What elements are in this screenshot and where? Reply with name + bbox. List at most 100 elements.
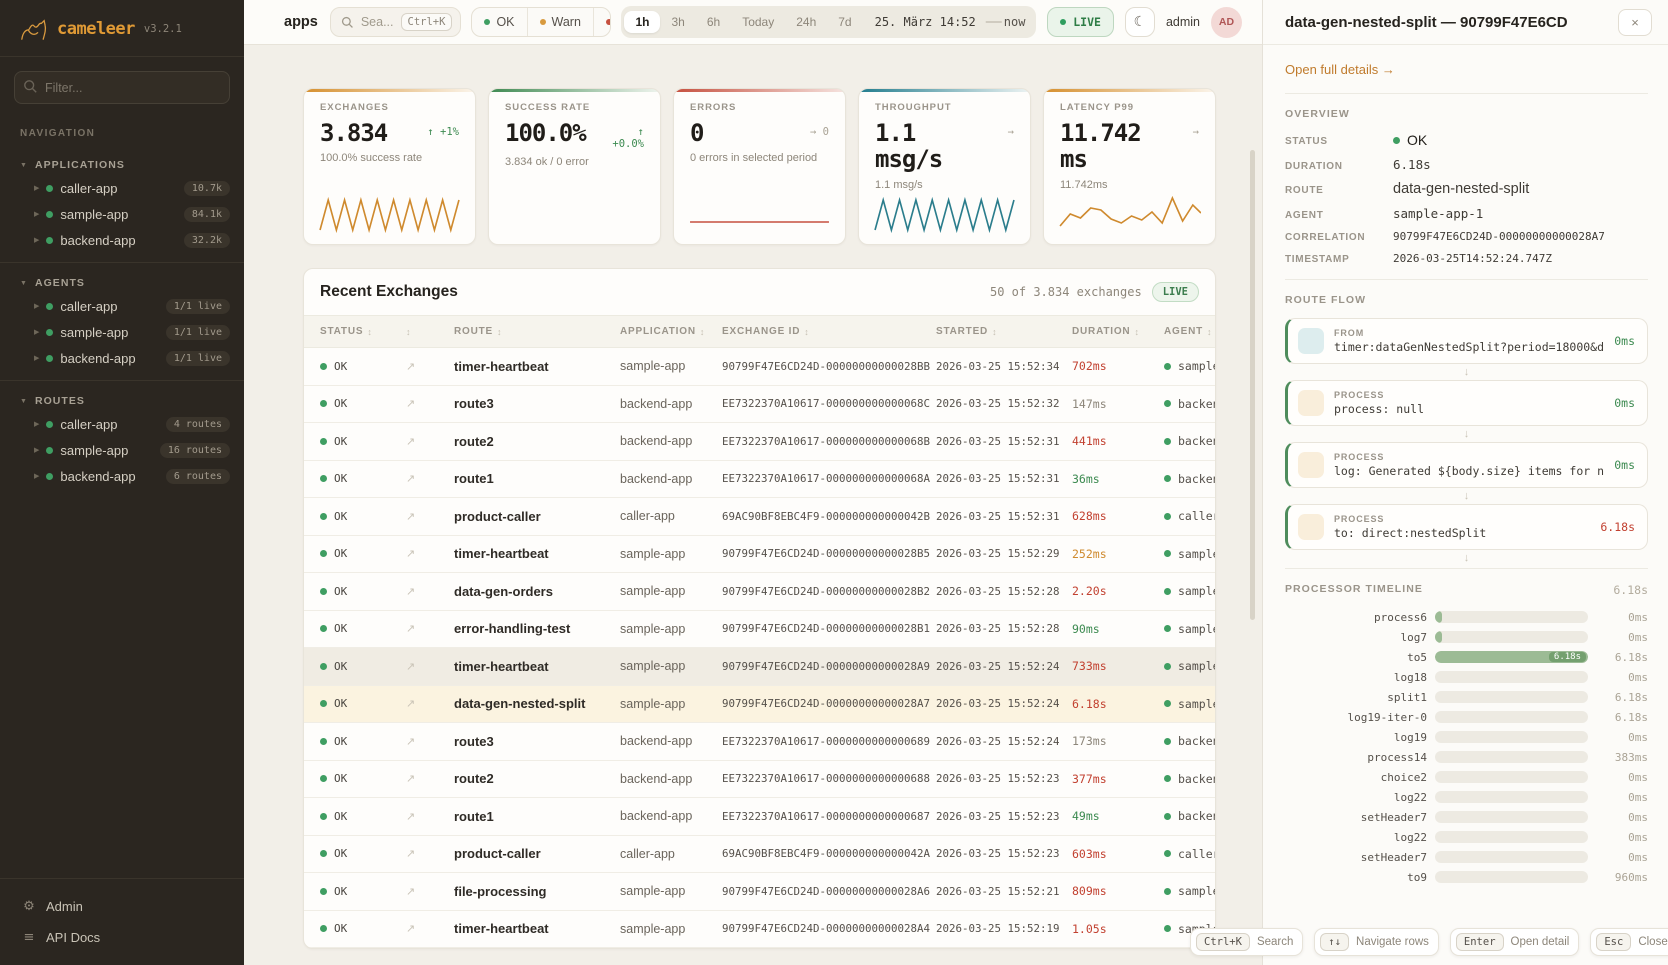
flow-step[interactable]: PROCESS log: Generated ${body.size} item…: [1285, 442, 1648, 488]
sidebar-item-application[interactable]: ▶ caller-app 10.7k: [0, 175, 244, 201]
external-link-icon[interactable]: ↗: [406, 623, 416, 636]
flow-step[interactable]: PROCESS to: direct:nestedSplit 6.18s: [1285, 504, 1648, 550]
sidebar-item-application[interactable]: ▶ backend-app 32.2k: [0, 227, 244, 253]
column-header-application[interactable]: APPLICATION ↕: [620, 326, 706, 337]
sidebar-item-agent[interactable]: ▶ backend-app 1/1 live: [0, 345, 244, 371]
status-dot: [46, 210, 54, 218]
dark-mode-toggle[interactable]: ☾: [1124, 7, 1155, 37]
table-row[interactable]: OK ↗ data-gen-orders sample-app 90799F47…: [304, 573, 1215, 611]
route-cell: product-caller: [454, 846, 541, 862]
sidebar-item-admin[interactable]: ⚙ Admin: [0, 891, 244, 922]
table-row[interactable]: OK ↗ error-handling-test sample-app 9079…: [304, 611, 1215, 648]
external-link-icon[interactable]: ↗: [406, 548, 416, 561]
group-header-applications[interactable]: ▼ APPLICATIONS: [0, 155, 244, 175]
processor-name: log22: [1393, 790, 1427, 804]
external-link-icon[interactable]: ↗: [406, 473, 416, 486]
field-label: AGENT: [1285, 210, 1324, 221]
table-row[interactable]: OK ↗ route1 backend-app EE7322370A10617-…: [304, 461, 1215, 498]
external-link-icon[interactable]: ↗: [406, 848, 416, 861]
timeline-track: [1435, 691, 1588, 703]
table-row[interactable]: OK ↗ file-processing sample-app 90799F47…: [304, 873, 1215, 911]
close-icon[interactable]: ×: [1618, 8, 1652, 36]
sidebar-item-route[interactable]: ▶ backend-app 6 routes: [0, 463, 244, 489]
range-date[interactable]: 25. März 14:52: [874, 15, 976, 29]
main-scrollbar[interactable]: [1250, 150, 1255, 620]
flow-step-wrap: PROCESS log: Generated ${body.size} item…: [1285, 442, 1648, 504]
open-full-details-link[interactable]: Open full details →: [1285, 62, 1395, 77]
live-toggle-button[interactable]: LIVE: [1047, 7, 1114, 37]
duration-cell: 36ms: [1072, 471, 1100, 486]
status-filter[interactable]: Warn: [528, 8, 594, 36]
agent-cell: sample: [1164, 584, 1215, 598]
flow-step[interactable]: PROCESS process: null 0ms: [1285, 380, 1648, 426]
search-input[interactable]: Sea... Ctrl+K: [329, 7, 462, 37]
external-link-icon[interactable]: ↗: [406, 660, 416, 673]
timeline-row: log22 0ms: [1285, 827, 1648, 847]
table-row[interactable]: OK ↗ data-gen-nested-split sample-app 90…: [304, 685, 1215, 723]
external-link-icon[interactable]: ↗: [406, 773, 416, 786]
range-button[interactable]: 1h: [624, 11, 661, 33]
table-row[interactable]: OK ↗ product-caller caller-app 69AC90BF8…: [304, 836, 1215, 873]
range-button[interactable]: Today: [742, 15, 775, 29]
agent-cell: backen: [1164, 397, 1215, 411]
step-type: FROM: [1334, 328, 1365, 338]
external-link-icon[interactable]: ↗: [406, 735, 416, 748]
processor-name: to9: [1407, 870, 1427, 884]
external-link-icon[interactable]: ↗: [406, 698, 416, 711]
routes-badge: 4 routes: [165, 416, 230, 432]
range-now[interactable]: now: [1003, 15, 1026, 29]
sidebar-item-agent[interactable]: ▶ caller-app 1/1 live: [0, 293, 244, 319]
started-cell: 2026-03-25 15:52:23: [936, 809, 1060, 823]
table-row[interactable]: OK ↗ route2 backend-app EE7322370A10617-…: [304, 423, 1215, 461]
table-row[interactable]: OK ↗ product-caller caller-app 69AC90BF8…: [304, 498, 1215, 536]
avatar[interactable]: AD: [1211, 6, 1242, 38]
external-link-icon[interactable]: ↗: [406, 810, 416, 823]
column-header-status[interactable]: STATUS ↕: [320, 326, 373, 337]
status-dot: [1164, 625, 1171, 633]
flow-step[interactable]: FROM timer:dataGenNestedSplit?period=180…: [1285, 318, 1648, 364]
external-link-icon[interactable]: ↗: [406, 585, 416, 598]
table-row[interactable]: OK ↗ route3 backend-app EE7322370A10617-…: [304, 386, 1215, 423]
external-link-icon[interactable]: ↗: [406, 360, 416, 373]
external-link-icon[interactable]: ↗: [406, 435, 416, 448]
group-header-agents[interactable]: ▼ AGENTS: [0, 273, 244, 293]
sidebar-item-route[interactable]: ▶ caller-app 4 routes: [0, 411, 244, 437]
sidebar-item-application[interactable]: ▶ sample-app 84.1k: [0, 201, 244, 227]
table-row[interactable]: OK ↗ route3 backend-app EE7322370A10617-…: [304, 723, 1215, 761]
column-header-started[interactable]: STARTED ↕: [936, 326, 998, 337]
group-header-routes[interactable]: ▼ ROUTES: [0, 391, 244, 411]
status-dot: [320, 887, 327, 895]
external-link-icon[interactable]: ↗: [406, 923, 416, 936]
column-header-link[interactable]: ↕: [406, 327, 454, 337]
filter-input[interactable]: [14, 71, 230, 104]
timeline-row: to5 6.18s 6.18s: [1285, 647, 1648, 667]
column-header-exchange-id[interactable]: EXCHANGE ID ↕: [722, 326, 810, 337]
table-row[interactable]: OK ↗ timer-heartbeat sample-app 90799F47…: [304, 348, 1215, 386]
external-link-icon[interactable]: ↗: [406, 510, 416, 523]
sidebar: cameleer v3.2.1 NAVIGATION ▼ APPLICATION…: [0, 0, 244, 965]
table-row[interactable]: OK ↗ timer-heartbeat sample-app 90799F47…: [304, 648, 1215, 686]
table-row[interactable]: OK ↗ route1 backend-app EE7322370A10617-…: [304, 798, 1215, 836]
sidebar-item-route[interactable]: ▶ sample-app 16 routes: [0, 437, 244, 463]
external-link-icon[interactable]: ↗: [406, 885, 416, 898]
table-row[interactable]: OK ↗ route2 backend-app EE7322370A10617-…: [304, 761, 1215, 798]
column-header-agent[interactable]: AGENT ↕: [1164, 326, 1213, 337]
table-row[interactable]: OK ↗ timer-heartbeat sample-app 90799F47…: [304, 536, 1215, 573]
column-header-route[interactable]: ROUTE ↕: [454, 326, 503, 337]
status-filter[interactable]: E: [594, 8, 611, 36]
range-button[interactable]: 3h: [671, 15, 685, 29]
agent-cell: caller: [1164, 847, 1215, 861]
status-filter[interactable]: OK: [472, 8, 528, 36]
processor-duration: 0ms: [1628, 610, 1648, 624]
sidebar-item-api-docs[interactable]: ≡ API Docs: [0, 922, 244, 953]
table-row[interactable]: OK ↗ timer-heartbeat sample-app 90799F47…: [304, 911, 1215, 948]
timeline-section-label: PROCESSOR TIMELINE: [1285, 583, 1423, 595]
range-button[interactable]: 24h: [796, 15, 817, 29]
column-header-duration[interactable]: DURATION ↕: [1072, 326, 1140, 337]
external-link-icon[interactable]: ↗: [406, 398, 416, 411]
sidebar-item-agent[interactable]: ▶ sample-app 1/1 live: [0, 319, 244, 345]
range-button[interactable]: 7d: [838, 15, 852, 29]
range-button[interactable]: 6h: [706, 15, 721, 29]
started-cell: 2026-03-25 15:52:24: [936, 659, 1060, 673]
timeline-track: [1435, 711, 1588, 723]
